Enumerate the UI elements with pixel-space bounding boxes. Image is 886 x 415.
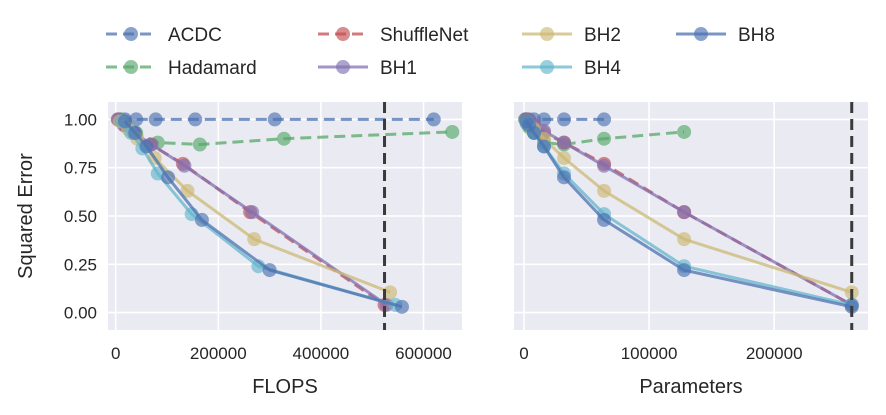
x-tick-label: 100000 [621, 344, 678, 363]
y-axis-label: Squared Error [15, 153, 37, 279]
data-point-bh2 [247, 232, 262, 247]
y-tick-label: 0.50 [64, 207, 97, 226]
legend-label: Hadamard [168, 58, 257, 79]
data-point-bh8 [139, 139, 154, 154]
legend-marker [336, 27, 350, 41]
legend-marker [124, 60, 138, 74]
legend-marker [694, 27, 708, 41]
legend-entry-bh2: BH2 [522, 25, 621, 46]
data-point-acdc [557, 112, 572, 127]
x-tick-label: 600000 [395, 344, 452, 363]
y-tick-label: 1.00 [64, 110, 97, 129]
legend-label: BH2 [584, 25, 621, 46]
data-point-bh8 [557, 170, 572, 185]
x-tick-label: 0 [519, 344, 528, 363]
data-point-bh2 [597, 183, 612, 198]
x-tick-label: 200000 [190, 344, 247, 363]
legend-entry-bh4: BH4 [522, 58, 621, 79]
legend-entry-shufflenet: ShuffleNet [318, 25, 469, 46]
data-point-acdc [129, 112, 144, 127]
data-point-bh8 [128, 125, 143, 140]
data-point-bh8 [537, 139, 552, 154]
x-tick-label: 400000 [293, 344, 350, 363]
data-point-hadamard [276, 131, 291, 146]
x-tick-label: 200000 [746, 344, 803, 363]
x-axis-label: Parameters [639, 376, 742, 398]
legend-entry-acdc: ACDC [106, 25, 222, 46]
legend-label: BH1 [380, 58, 417, 79]
legend-label: ACDC [168, 25, 222, 46]
legend-marker [540, 27, 554, 41]
legend: ACDC Hadamard ShuffleNet BH1 BH2 BH4 BH8 [106, 25, 775, 79]
data-point-acdc [267, 112, 282, 127]
data-point-bh8 [262, 263, 277, 278]
flops-subplot: 0 200000 400000 600000 0.00 0.25 0.50 0.75 1.00 F… [15, 102, 462, 398]
data-point-hadamard [677, 124, 692, 139]
data-point-hadamard [597, 131, 612, 146]
y-tick-label: 0.75 [64, 159, 97, 178]
data-point-bh1 [245, 205, 260, 220]
data-point-bh8 [677, 263, 692, 278]
legend-entry-bh1: BH1 [318, 58, 417, 79]
legend-entry-hadamard: Hadamard [106, 58, 257, 79]
data-point-bh8 [527, 125, 542, 140]
data-point-acdc [188, 112, 203, 127]
data-point-bh8 [597, 212, 612, 227]
data-point-bh2 [180, 183, 195, 198]
data-point-bh1 [597, 158, 612, 173]
legend-marker [124, 27, 138, 41]
x-tick-label: 0 [111, 344, 120, 363]
y-tick-label: 0.00 [64, 304, 97, 323]
data-point-bh1 [177, 158, 192, 173]
data-point-bh8 [161, 170, 176, 185]
legend-marker [336, 60, 350, 74]
data-point-acdc [148, 112, 163, 127]
data-point-bh2 [677, 232, 692, 247]
data-point-bh8 [194, 212, 209, 227]
legend-label: ShuffleNet [380, 25, 469, 46]
data-point-bh2 [557, 151, 572, 166]
legend-label: BH8 [738, 25, 775, 46]
data-point-hadamard [192, 137, 207, 152]
data-point-acdc [426, 112, 441, 127]
legend-marker [540, 60, 554, 74]
x-axis-label: FLOPS [252, 376, 318, 398]
y-tick-label: 0.25 [64, 255, 97, 274]
legend-label: BH4 [584, 58, 621, 79]
data-point-bh1 [677, 205, 692, 220]
data-point-bh8 [117, 114, 132, 129]
data-point-bh1 [557, 135, 572, 150]
series-bh8 [117, 114, 409, 314]
legend-entry-bh8: BH8 [676, 25, 775, 46]
data-point-bh2 [383, 285, 398, 300]
data-point-bh8 [394, 299, 409, 314]
data-point-hadamard [445, 124, 460, 139]
data-point-acdc [597, 112, 612, 127]
